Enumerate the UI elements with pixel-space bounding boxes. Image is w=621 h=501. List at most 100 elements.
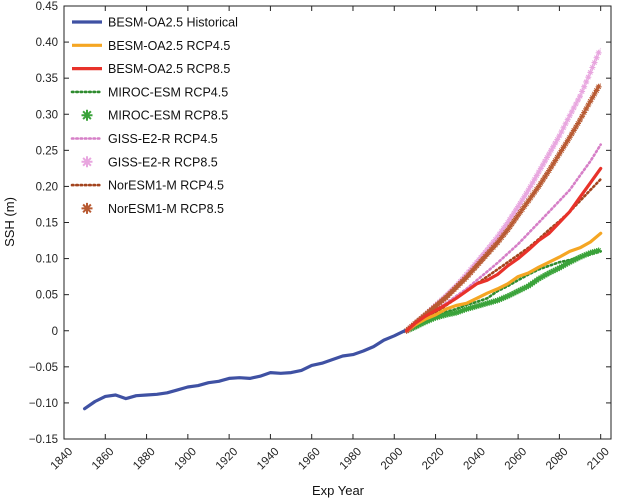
series-marker <box>519 286 526 292</box>
series-marker <box>529 192 536 199</box>
series-marker <box>475 260 482 267</box>
x-tick-label: 2080 <box>544 446 571 473</box>
series-marker <box>591 59 598 66</box>
series-marker <box>531 189 538 196</box>
series-marker <box>595 49 602 56</box>
series-marker <box>494 233 501 240</box>
series-marker <box>513 215 519 222</box>
legend-label: NorESM1-M RCP4.5 <box>108 179 224 193</box>
series-marker <box>494 297 501 304</box>
series-marker <box>500 231 507 238</box>
series-marker <box>566 112 573 119</box>
series-marker <box>577 254 583 261</box>
series-marker <box>521 285 528 291</box>
series-marker <box>461 306 468 313</box>
series-line <box>83 329 407 411</box>
series-marker <box>492 298 499 304</box>
series-marker <box>506 216 513 223</box>
series-marker <box>515 203 522 210</box>
series-marker <box>480 255 486 262</box>
series-marker <box>519 206 526 213</box>
y-tick-label: 0.10 <box>36 254 58 266</box>
series-marker <box>513 206 519 213</box>
legend-swatch <box>81 109 93 121</box>
series-marker <box>552 267 559 273</box>
legend-item: BESM-OA2.5 RCP4.5 <box>72 39 230 53</box>
series-marker <box>577 117 583 123</box>
series-marker <box>535 183 542 190</box>
series-marker <box>416 322 422 329</box>
series-marker <box>511 218 517 225</box>
series-marker <box>508 291 515 298</box>
y-tick-label: 0.30 <box>36 109 58 121</box>
series-marker <box>572 101 579 107</box>
x-tick-label: 1960 <box>296 446 323 473</box>
series-marker <box>478 258 484 265</box>
series-marker <box>471 265 478 272</box>
series-marker <box>471 261 478 268</box>
series-marker <box>436 313 443 320</box>
series-marker <box>488 299 495 306</box>
y-tick-label: 0.40 <box>36 37 58 49</box>
series-marker <box>570 127 577 134</box>
y-axis-ticks: −0.15 −0.10 −0.05 0 0.05 0.10 0.15 0.20 0.25 0.30… <box>29 1 611 446</box>
series-marker <box>562 120 569 127</box>
y-tick-label: 0.45 <box>36 1 58 13</box>
series-marker <box>515 288 522 295</box>
series-marker <box>572 124 579 130</box>
series-marker <box>494 239 501 246</box>
series-marker <box>465 272 472 278</box>
series-marker <box>517 209 524 216</box>
series-marker <box>546 150 553 157</box>
series-line <box>405 166 603 333</box>
y-tick-label: 0 <box>52 326 58 338</box>
series-marker <box>465 305 472 312</box>
series-marker <box>504 219 511 226</box>
x-tick-label: 1900 <box>172 446 199 473</box>
series-marker <box>579 113 586 120</box>
series-marker <box>581 83 588 90</box>
series-marker <box>527 195 534 201</box>
series-marker <box>558 147 565 154</box>
x-tick-label: 2000 <box>379 446 406 473</box>
series-marker <box>463 306 470 313</box>
y-tick-label: 0.35 <box>36 73 58 85</box>
legend-item: NorESM1-M RCP8.5 <box>81 202 224 216</box>
series-marker <box>568 108 575 115</box>
series-marker <box>511 290 517 297</box>
series-marker <box>593 87 600 94</box>
series-marker <box>589 64 596 71</box>
series-marker <box>506 223 513 230</box>
series-marker <box>560 124 567 131</box>
series-marker <box>453 309 460 316</box>
y-tick-label: −0.05 <box>29 362 58 374</box>
x-tick-label: 2100 <box>585 446 612 473</box>
series-marker <box>511 210 517 216</box>
series-marker <box>566 259 573 266</box>
plot-area-frame <box>63 5 612 440</box>
series-marker <box>533 186 540 193</box>
series-marker <box>591 91 598 97</box>
series-marker <box>467 266 474 273</box>
legend-item: GISS-E2-R RCP4.5 <box>70 132 218 146</box>
series-marker <box>519 197 526 203</box>
series-marker <box>422 319 429 326</box>
series-marker <box>482 253 489 260</box>
series-marker <box>523 284 530 290</box>
series-marker <box>552 140 559 147</box>
series-marker <box>560 144 567 151</box>
series-marker <box>554 266 561 272</box>
series-marker <box>579 253 586 260</box>
series-marker <box>523 200 530 207</box>
x-axis-label: Exp Year <box>312 483 365 498</box>
series-marker <box>469 304 476 311</box>
series-marker <box>426 317 433 324</box>
series-marker <box>570 104 577 111</box>
series-marker <box>550 143 557 150</box>
series-marker <box>554 154 561 161</box>
series-marker <box>500 225 507 232</box>
series-marker <box>506 292 513 299</box>
series-marker <box>587 98 594 105</box>
series-marker <box>577 93 583 100</box>
series-marker <box>595 83 602 90</box>
